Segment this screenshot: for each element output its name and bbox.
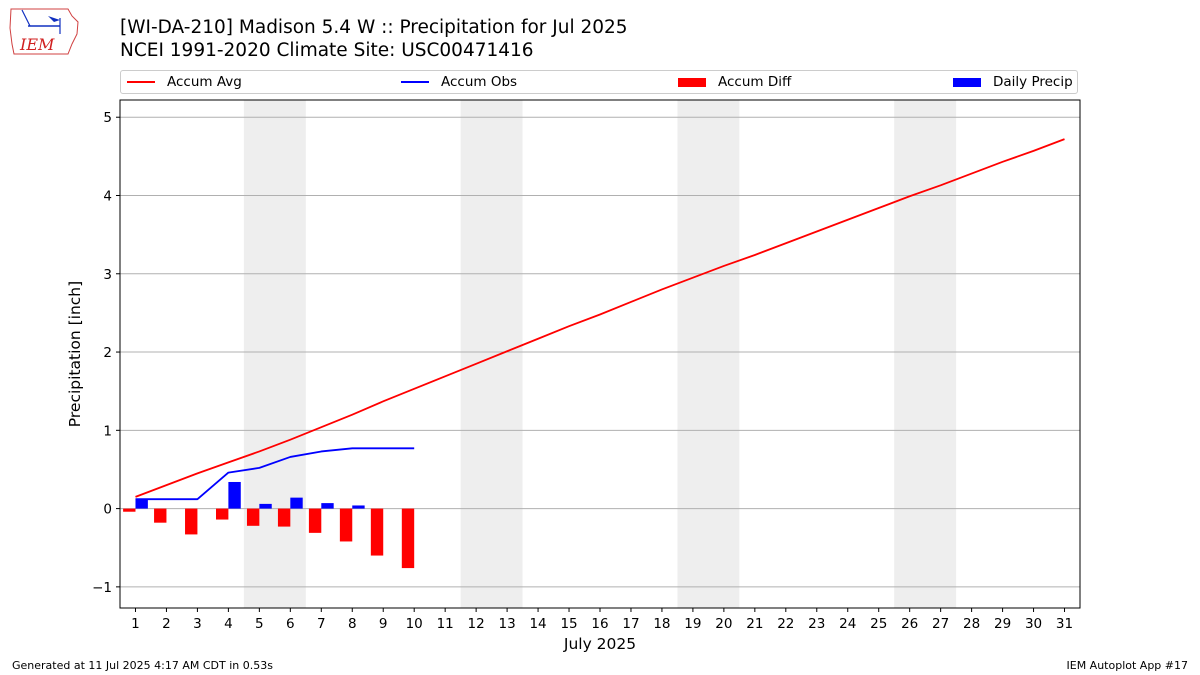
legend-item-daily-precip: Daily Precip [953, 74, 1073, 90]
x-tick-label: 25 [870, 616, 887, 632]
x-tick-label: 7 [317, 616, 326, 632]
x-tick-label: 14 [529, 616, 546, 632]
x-tick-label: 28 [963, 616, 980, 632]
legend-item-accum-diff: Accum Diff [678, 74, 791, 90]
daily-precip-bar [321, 503, 334, 509]
daily-precip-bar [259, 503, 272, 509]
x-tick-label: 27 [932, 616, 949, 632]
x-tick-label: 30 [1025, 616, 1042, 632]
accum-obs-line [135, 447, 415, 501]
x-tick-label: 9 [379, 616, 388, 632]
x-tick-label: 6 [286, 616, 295, 632]
weekend-shade [677, 100, 740, 608]
x-tick-label: 22 [777, 616, 794, 632]
legend-item-accum-obs: Accum Obs [401, 74, 517, 90]
y-tick-label: 4 [103, 188, 112, 204]
legend-swatch-accum-avg [127, 81, 155, 83]
x-tick-label: 20 [715, 616, 732, 632]
daily-precip-bar [135, 499, 148, 509]
y-tick-label: −1 [92, 580, 112, 596]
x-tick-label: 16 [591, 616, 608, 632]
legend-label-accum-diff: Accum Diff [718, 74, 792, 90]
x-tick-label: 17 [622, 616, 639, 632]
x-tick-label: 13 [499, 616, 516, 632]
iem-logo: IEM [9, 8, 79, 55]
x-tick-label: 19 [684, 616, 701, 632]
accum-avg-line [135, 138, 1065, 498]
x-tick-label: 3 [193, 616, 202, 632]
y-tick-label: 2 [103, 345, 112, 361]
x-tick-label: 11 [437, 616, 454, 632]
weekend-shade [243, 100, 306, 608]
legend-label-daily-precip: Daily Precip [993, 74, 1073, 90]
accum-diff-bar [123, 508, 136, 512]
daily-precip-bar [290, 497, 303, 509]
chart-legend: Accum Avg Accum Obs Accum Diff Daily Pre… [120, 70, 1078, 94]
x-axis-label: July 2025 [563, 635, 636, 653]
x-tick-label: 23 [808, 616, 825, 632]
wind-vane-pole-icon [21, 9, 31, 27]
accum-diff-bar [277, 508, 291, 527]
accum-diff-bar [308, 508, 322, 533]
generated-timestamp: Generated at 11 Jul 2025 4:17 AM CDT in … [12, 659, 273, 672]
x-tick-label: 5 [255, 616, 264, 632]
x-tick-label: 26 [901, 616, 918, 632]
x-tick-label: 18 [653, 616, 670, 632]
x-tick-label: 1 [131, 616, 140, 632]
legend-swatch-accum-diff [678, 77, 706, 87]
weekend-shade [460, 100, 523, 608]
daily-precip-bar [352, 505, 365, 509]
x-tick-label: 8 [348, 616, 357, 632]
legend-label-accum-obs: Accum Obs [441, 74, 518, 90]
accum-diff-bar [216, 508, 229, 520]
legend-swatch-daily-precip [953, 77, 981, 87]
x-tick-label: 24 [839, 616, 856, 632]
legend-swatch-accum-obs [401, 81, 429, 83]
x-tick-label: 2 [162, 616, 171, 632]
logo-text: IEM [19, 35, 55, 54]
chart-subtitle: NCEI 1991-2020 Climate Site: USC00471416 [120, 40, 534, 61]
weekend-shade [894, 100, 957, 608]
legend-label-accum-avg: Accum Avg [167, 74, 242, 90]
x-tick-label: 12 [468, 616, 485, 632]
x-tick-label: 15 [560, 616, 577, 632]
x-tick-label: 10 [406, 616, 423, 632]
accum-diff-bar [185, 508, 198, 535]
accum-diff-bar [154, 508, 167, 523]
chart-title: [WI-DA-210] Madison 5.4 W :: Precipitati… [120, 17, 628, 38]
accum-diff-bar [246, 508, 260, 526]
accum-diff-bar [401, 508, 415, 569]
legend-item-accum-avg: Accum Avg [127, 74, 242, 90]
x-tick-label: 4 [224, 616, 233, 632]
y-tick-label: 3 [103, 267, 112, 283]
x-tick-label: 29 [994, 616, 1011, 632]
app-credit: IEM Autoplot App #17 [1066, 659, 1189, 672]
y-tick-label: 1 [103, 423, 112, 439]
daily-precip-bar [228, 481, 241, 509]
accum-diff-bar [370, 508, 384, 556]
wind-sock-icon [48, 16, 60, 22]
iowa-state-outline [9, 8, 79, 55]
x-tick-label: 21 [746, 616, 763, 632]
y-axis-label: Precipitation [inch] [66, 281, 84, 427]
accum-diff-bar [339, 508, 353, 542]
x-tick-label: 31 [1056, 616, 1073, 632]
y-tick-label: 5 [103, 110, 112, 126]
y-tick-label: 0 [103, 502, 112, 518]
